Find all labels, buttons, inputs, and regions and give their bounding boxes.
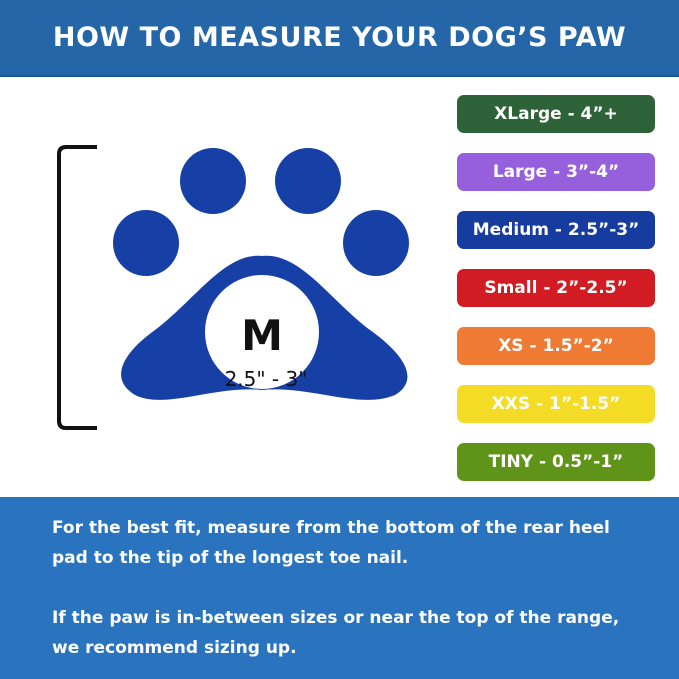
- size-label: Large - 3”-4”: [492, 162, 620, 182]
- size-letter: M: [241, 311, 283, 360]
- instruction-measure: For the best fit, measure from the botto…: [52, 518, 610, 568]
- paw-diagram: M 2.5" - 3": [57, 145, 409, 430]
- page-title: HOW TO MEASURE YOUR DOG’S PAW: [52, 22, 627, 53]
- instructions-panel: For the best fit, measure from the botto…: [0, 497, 679, 679]
- size-medium: Medium - 2.5”-3”: [457, 211, 655, 249]
- toe-pad: [343, 210, 409, 276]
- size-range: 2.5" - 3": [225, 367, 308, 391]
- size-label: XS - 1.5”-2”: [498, 336, 614, 356]
- measurement-bracket: [57, 145, 97, 430]
- size-label: XXS - 1”-1.5”: [491, 394, 621, 414]
- toe-pad: [113, 210, 179, 276]
- size-chart: XLarge - 4”+ Large - 3”-4” Medium - 2.5”…: [457, 95, 655, 501]
- size-small: Small - 2”-2.5”: [457, 269, 655, 307]
- toe-pad: [275, 148, 341, 214]
- size-circle: [205, 275, 319, 389]
- header-banner: HOW TO MEASURE YOUR DOG’S PAW: [0, 0, 679, 77]
- size-xs: XS - 1.5”-2”: [457, 327, 655, 365]
- size-large: Large - 3”-4”: [457, 153, 655, 191]
- size-label: TINY - 0.5”-1”: [488, 452, 624, 472]
- size-label: Medium - 2.5”-3”: [472, 220, 640, 240]
- size-xlarge: XLarge - 4”+: [457, 95, 655, 133]
- size-xxs: XXS - 1”-1.5”: [457, 385, 655, 423]
- toe-pad: [180, 148, 246, 214]
- instruction-size-up: If the paw is in-between sizes or near t…: [52, 608, 620, 658]
- size-label: Small - 2”-2.5”: [484, 278, 628, 298]
- size-tiny: TINY - 0.5”-1”: [457, 443, 655, 481]
- size-label: XLarge - 4”+: [494, 104, 618, 124]
